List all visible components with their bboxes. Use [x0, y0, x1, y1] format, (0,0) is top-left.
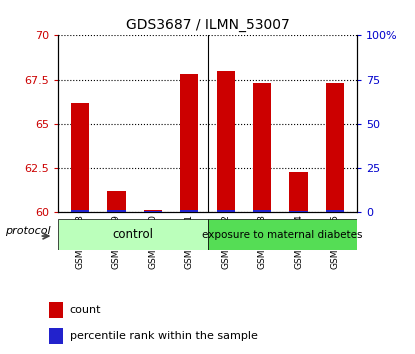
Bar — [290, 172, 308, 212]
FancyBboxPatch shape — [58, 219, 208, 250]
FancyBboxPatch shape — [208, 219, 357, 250]
Bar — [326, 83, 344, 212]
Bar — [217, 210, 235, 212]
Bar — [326, 210, 344, 212]
Bar — [107, 191, 125, 212]
Text: exposure to maternal diabetes: exposure to maternal diabetes — [202, 229, 362, 240]
Bar — [217, 71, 235, 212]
Text: count: count — [70, 305, 101, 315]
Bar — [180, 74, 198, 212]
Bar — [180, 210, 198, 212]
Bar — [253, 210, 271, 212]
Bar — [253, 83, 271, 212]
Bar — [49, 328, 63, 344]
Bar — [290, 211, 308, 212]
Text: control: control — [112, 228, 153, 241]
Bar — [144, 211, 162, 212]
Bar — [107, 210, 125, 212]
Bar — [71, 103, 89, 212]
Text: protocol: protocol — [5, 226, 50, 236]
Bar — [71, 210, 89, 212]
Title: GDS3687 / ILMN_53007: GDS3687 / ILMN_53007 — [126, 18, 289, 32]
Bar — [49, 302, 63, 318]
Text: percentile rank within the sample: percentile rank within the sample — [70, 331, 258, 341]
Bar — [144, 210, 162, 212]
